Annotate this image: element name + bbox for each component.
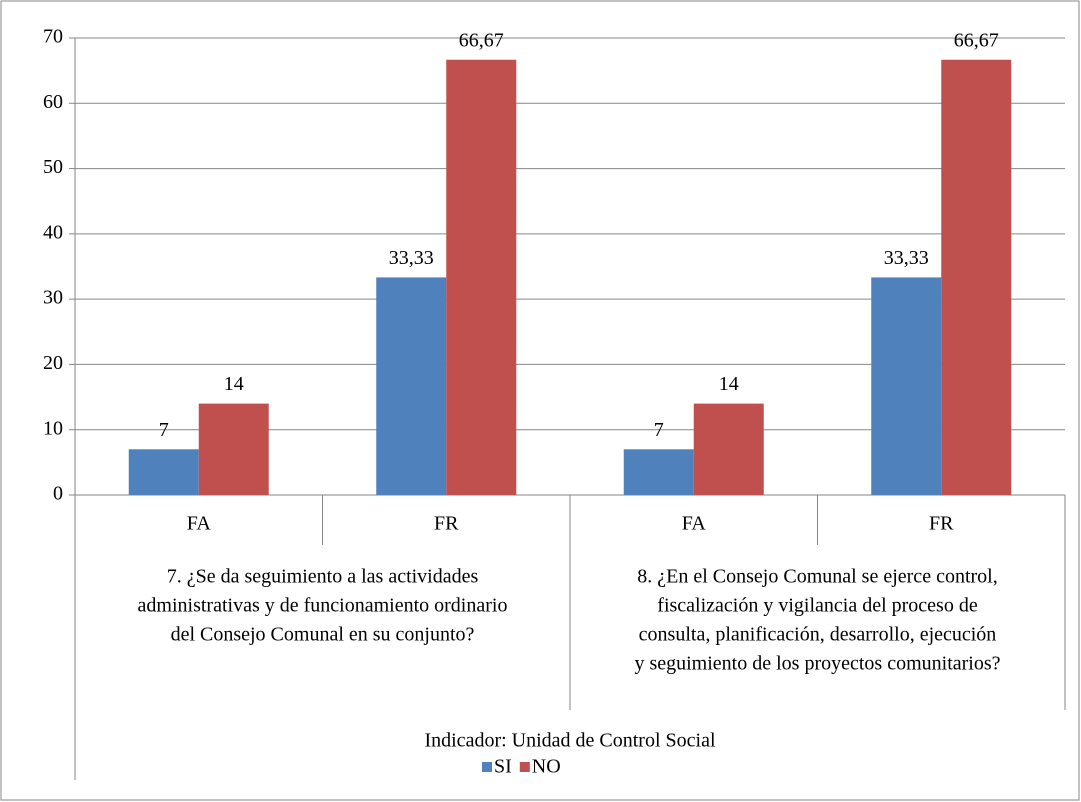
bar (198, 403, 269, 495)
x-tick-label: FA (187, 513, 212, 535)
y-tick-label: 40 (43, 221, 63, 243)
bar (446, 59, 517, 495)
data-label: 66,67 (459, 29, 504, 51)
group-label: 7. ¿Se da seguimiento a las actividades (167, 566, 479, 588)
data-label: 7 (159, 419, 169, 441)
data-label: 14 (224, 373, 244, 395)
bar (376, 277, 447, 495)
group-label: del Consejo Comunal en su conjunto? (171, 624, 475, 646)
bar (693, 403, 764, 495)
legend-label: NO (532, 756, 561, 778)
data-label: 33,33 (884, 247, 929, 269)
group-label: administrativas y de funcionamiento ordi… (138, 595, 508, 617)
data-label: 66,67 (954, 29, 999, 51)
group-label: fiscalización y vigilancia del proceso d… (657, 595, 978, 617)
y-tick-label: 20 (43, 352, 63, 374)
data-label: 33,33 (389, 247, 434, 269)
super-group-label: Indicador: Unidad de Control Social (424, 730, 715, 752)
data-label: 7 (654, 419, 664, 441)
y-tick-label: 10 (43, 417, 63, 439)
y-tick-label: 60 (43, 91, 63, 113)
y-tick-label: 0 (53, 483, 63, 505)
bar (128, 449, 199, 495)
y-tick-label: 30 (43, 287, 63, 309)
legend-label: SI (494, 756, 512, 778)
bar (623, 449, 694, 495)
legend-swatch (482, 762, 492, 772)
y-tick-label: 50 (43, 156, 63, 178)
group-label: consulta, planificación, desarrollo, eje… (639, 624, 997, 646)
bar (941, 59, 1012, 495)
bar (871, 277, 942, 495)
x-tick-label: FR (929, 513, 954, 535)
x-tick-label: FA (682, 513, 707, 535)
y-tick-label: 70 (43, 26, 63, 48)
group-label: 8. ¿En el Consejo Comunal se ejerce cont… (637, 566, 997, 588)
x-tick-label: FR (434, 513, 459, 535)
legend-swatch (519, 762, 530, 772)
group-label: y seguimiento de los proyectos comunitar… (634, 653, 1000, 675)
data-label: 14 (719, 373, 739, 395)
